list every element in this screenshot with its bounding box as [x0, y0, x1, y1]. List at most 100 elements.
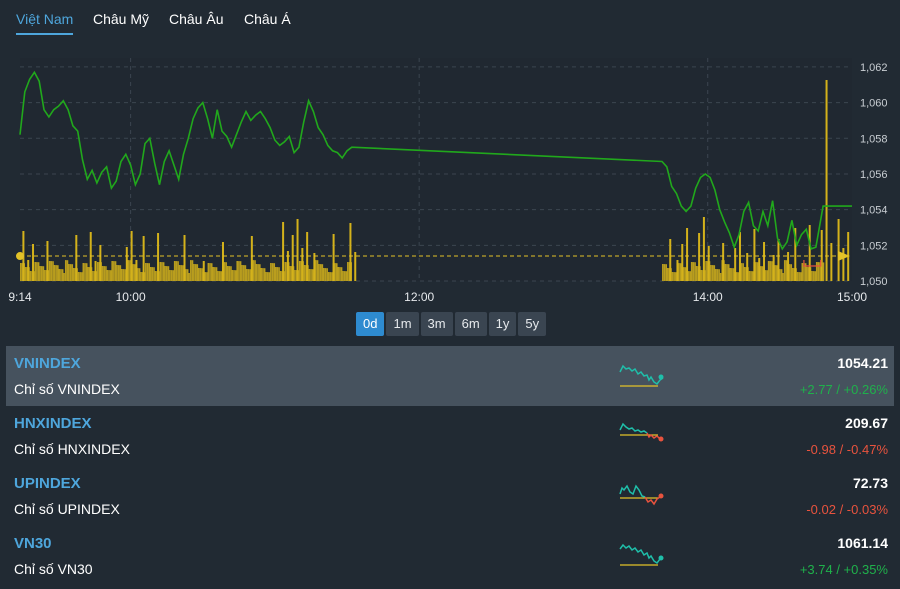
volume-spike — [698, 233, 701, 281]
range-button-6m[interactable]: 6m — [454, 312, 487, 336]
range-button-1y[interactable]: 1y — [488, 312, 517, 336]
volume-bar — [148, 263, 151, 281]
volume-bar — [106, 270, 109, 281]
tab-chau-a[interactable]: Châu Á — [244, 11, 291, 27]
volume-bar — [230, 266, 232, 281]
volume-spike — [349, 223, 352, 281]
volume-spike — [787, 252, 790, 281]
volume-bar — [321, 264, 324, 281]
reference-arrow — [838, 251, 850, 262]
volume-bar — [343, 271, 346, 281]
volume-bar — [727, 264, 730, 281]
index-name: VN30 — [14, 535, 52, 552]
tab-viet-nam[interactable]: Việt Nam — [16, 11, 74, 35]
volume-bar — [234, 270, 237, 281]
index-row-vn30[interactable]: VN30 Chỉ số VN30 1061.14 +3.74 / +0.35% — [6, 526, 894, 586]
volume-bar — [217, 271, 219, 281]
volume-bar — [244, 265, 247, 281]
volume-bar — [81, 272, 83, 281]
volume-bar — [737, 272, 740, 281]
volume-spike — [286, 251, 289, 281]
volume-bar — [57, 265, 59, 281]
range-button-5y[interactable]: 5y — [518, 312, 547, 336]
index-name: UPINDEX — [14, 475, 81, 492]
volume-spike — [27, 260, 30, 281]
volume-bar — [315, 260, 317, 281]
volume-bar — [37, 262, 40, 281]
volume-bar — [326, 268, 328, 281]
volume-bar — [289, 266, 291, 281]
volume-bar — [117, 265, 120, 281]
volume-bar — [798, 272, 800, 281]
volume-spike — [157, 233, 160, 281]
volume-spike — [794, 228, 797, 281]
volume-bar — [265, 272, 267, 281]
volume-spike — [250, 236, 253, 281]
volume-spike — [75, 235, 78, 281]
volume-bar — [42, 266, 45, 281]
index-description: Chỉ số VNINDEX — [14, 381, 120, 397]
index-value: 1054.21 — [837, 355, 888, 371]
volume-bar — [68, 264, 70, 281]
volume-bar — [331, 272, 333, 281]
volume-spike — [763, 242, 766, 281]
volume-bar — [318, 264, 320, 281]
volume-bar — [206, 272, 208, 281]
volume-bar — [294, 270, 296, 281]
volume-bar — [127, 260, 130, 281]
volume-bar — [129, 260, 131, 281]
tab-chau-my[interactable]: Châu Mỹ — [93, 11, 150, 27]
volume-bar — [761, 266, 764, 281]
sparkline-upindex — [619, 484, 664, 506]
volume-bar — [260, 268, 263, 281]
volume-spike — [830, 243, 833, 281]
volume-bar — [666, 268, 669, 281]
volume-bar — [108, 270, 110, 281]
volume-bar — [337, 267, 340, 281]
volume-bar — [714, 269, 717, 281]
volume-spike — [676, 260, 679, 281]
volume-bar — [172, 270, 175, 281]
volume-bar — [161, 262, 163, 281]
volume-bar — [682, 267, 685, 281]
volume-bar — [694, 262, 696, 281]
volume-bar — [132, 264, 134, 281]
volume-bar — [218, 271, 221, 281]
range-button-0d[interactable]: 0d — [356, 312, 385, 336]
tab-chau-au[interactable]: Châu Âu — [169, 11, 224, 27]
y-tick-label: 1,056 — [860, 169, 888, 181]
volume-bar — [210, 263, 213, 281]
volume-bar — [109, 270, 112, 281]
volume-bar — [52, 261, 54, 281]
volume-bar — [700, 270, 703, 281]
index-row-hnxindex[interactable]: HNXINDEX Chỉ số HNXINDEX 209.67 -0.98 / … — [6, 406, 894, 466]
volume-bar — [40, 266, 43, 281]
volume-bar — [209, 263, 211, 281]
volume-bar — [79, 272, 81, 281]
index-row-vnindex[interactable]: VNINDEX Chỉ số VNINDEX 1054.21 +2.77 / +… — [6, 346, 894, 406]
volume-bar — [803, 263, 805, 281]
volume-spike — [738, 232, 741, 281]
volume-bar — [756, 262, 759, 281]
volume-bar — [266, 272, 269, 281]
volume-bar — [164, 266, 166, 281]
volume-bar — [814, 271, 817, 281]
index-name: VNINDEX — [14, 355, 81, 372]
volume-bar — [713, 265, 716, 281]
volume-bar — [716, 269, 719, 281]
y-tick-label: 1,062 — [860, 62, 888, 74]
index-change: -0.98 / -0.47% — [806, 442, 888, 457]
volume-bar — [220, 271, 223, 281]
volume-bar — [145, 263, 147, 281]
index-row-upindex[interactable]: UPINDEX Chỉ số UPINDEX 72.73 -0.02 / -0.… — [6, 466, 894, 526]
y-tick-label: 1,058 — [860, 133, 888, 145]
y-tick-label: 1,054 — [860, 205, 888, 217]
volume-bar — [231, 270, 234, 281]
volume-bar — [185, 269, 187, 281]
volume-spike — [94, 261, 97, 281]
volume-bar — [58, 269, 61, 281]
index-description: Chỉ số HNXINDEX — [14, 441, 130, 457]
volume-bar — [214, 267, 216, 281]
range-button-3m[interactable]: 3m — [420, 312, 453, 336]
range-button-1m[interactable]: 1m — [386, 312, 419, 336]
